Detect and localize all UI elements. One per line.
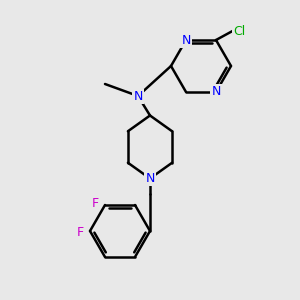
Text: F: F (92, 197, 99, 210)
Text: N: N (211, 85, 221, 98)
Text: F: F (77, 226, 84, 239)
Text: N: N (133, 89, 143, 103)
Text: N: N (181, 34, 191, 46)
Text: N: N (145, 172, 155, 185)
Text: Cl: Cl (233, 25, 245, 38)
